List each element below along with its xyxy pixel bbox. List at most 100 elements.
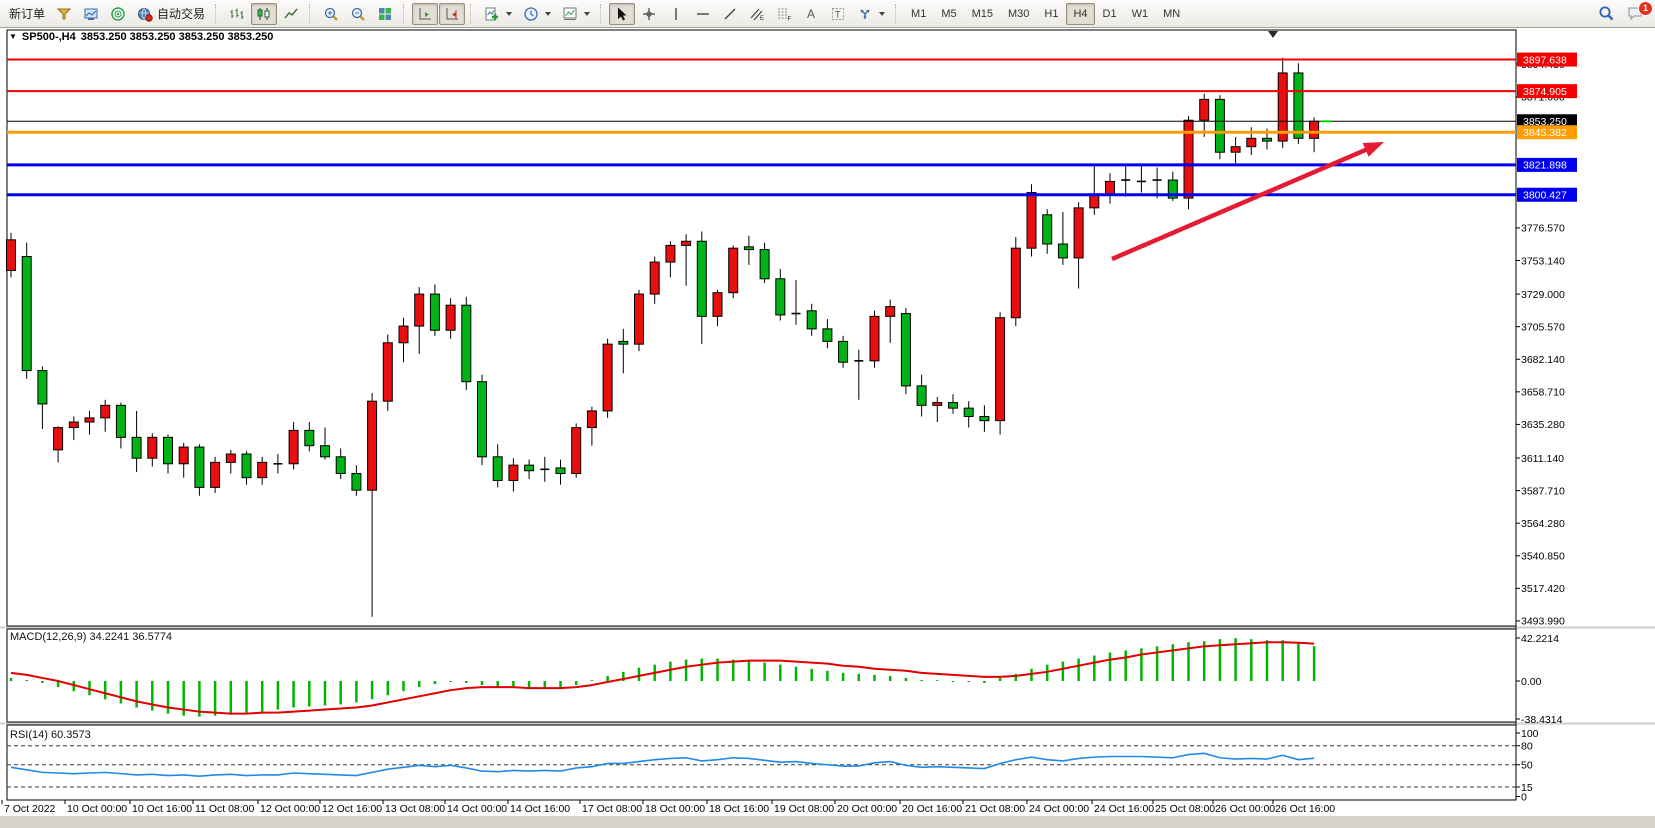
- macd-indicator-label: MACD(12,26,9) 34.2241 36.5774: [10, 631, 173, 643]
- trend-arrow-line[interactable]: [1111, 143, 1376, 262]
- candle-body: [900, 313, 911, 387]
- time-label: 17 Oct 08:00: [582, 803, 642, 815]
- line-chart-icon[interactable]: [278, 3, 304, 25]
- candle-body: [838, 340, 849, 363]
- candle-body: [995, 317, 1006, 422]
- svg-text:A: A: [807, 7, 815, 21]
- notifications-icon[interactable]: 1: [1621, 0, 1653, 25]
- macd-axis-label: 42.2214: [1521, 633, 1559, 645]
- add-indicator-button[interactable]: [479, 3, 517, 25]
- vertical-line-tool[interactable]: [663, 3, 689, 25]
- timeframe-d1[interactable]: D1: [1102, 7, 1117, 20]
- candle-body: [461, 304, 472, 383]
- toolbar-separator: [215, 3, 219, 24]
- timeframe-w1[interactable]: W1: [1131, 7, 1149, 20]
- timeframe-h1[interactable]: H1: [1044, 7, 1059, 20]
- funnel-icon[interactable]: [51, 3, 77, 25]
- fibonacci-tool[interactable]: F: [771, 3, 797, 25]
- candle-body: [194, 446, 205, 488]
- candle-body: [1042, 214, 1053, 245]
- candle-body: [115, 404, 126, 438]
- candle-body: [885, 306, 896, 317]
- candle-body: [524, 464, 535, 472]
- signals-icon[interactable]: [105, 3, 131, 25]
- candlestick-chart-icon[interactable]: [251, 2, 278, 25]
- timeframe-m5[interactable]: M5: [941, 7, 957, 20]
- tile-windows-icon[interactable]: [372, 3, 398, 25]
- candle-body: [948, 402, 958, 409]
- candle-body: [382, 342, 393, 402]
- arrows-tool[interactable]: [852, 3, 890, 25]
- candle-body: [681, 240, 692, 246]
- dropdown-caret: [879, 11, 886, 16]
- price-level-badge: [1517, 187, 1577, 202]
- price-tick-label: 3493.990: [1521, 616, 1565, 628]
- price-level-badge-label: 3874.905: [1523, 86, 1567, 98]
- pane-splitter[interactable]: [0, 722, 1655, 725]
- candle-body: [806, 310, 817, 330]
- macd-pane[interactable]: [6, 628, 1517, 723]
- toolbar-separator: [600, 3, 604, 24]
- chart-canvas[interactable]: 3894.4303871.0003776.5703753.1403729.000…: [0, 28, 1655, 828]
- dropdown-caret: [545, 11, 552, 16]
- horizontal-line-tool[interactable]: [690, 3, 716, 25]
- chart-window-icon[interactable]: [78, 3, 104, 25]
- candle-body: [367, 400, 378, 491]
- text-tool[interactable]: A: [798, 3, 824, 25]
- price-tick-label: 3517.420: [1521, 583, 1565, 595]
- pane-splitter[interactable]: [0, 626, 1655, 629]
- crosshair-tool[interactable]: [636, 3, 662, 25]
- svg-text:E: E: [760, 16, 764, 22]
- candle-body: [916, 385, 927, 406]
- timeframe-m30[interactable]: M30: [1008, 7, 1030, 20]
- candle-body: [320, 445, 330, 458]
- candle-body: [665, 244, 676, 263]
- candle-body: [822, 328, 833, 342]
- candle-body: [492, 456, 503, 481]
- timeframe-m1[interactable]: M1: [911, 7, 927, 20]
- chart-shift-icon[interactable]: [439, 2, 466, 25]
- price-level-badge-label: 3845.382: [1523, 127, 1567, 139]
- trendline-tool[interactable]: [717, 3, 743, 25]
- candle-body: [728, 247, 739, 294]
- new-order-button[interactable]: 新订单: [4, 3, 50, 25]
- chart-title-overlay[interactable]: ▼ SP500-,H4 3853.250 3853.250 3853.250 3…: [9, 31, 273, 43]
- price-level-badge: [1517, 125, 1577, 140]
- auto-scroll-icon[interactable]: [412, 2, 439, 25]
- chart-shift-marker[interactable]: [1268, 31, 1278, 38]
- candle-body: [37, 370, 48, 405]
- label-tool[interactable]: T: [825, 3, 851, 25]
- rsi-line: [10, 752, 1315, 777]
- timeframe-mn[interactable]: MN: [1163, 7, 1181, 20]
- period-clock-button[interactable]: [518, 3, 556, 25]
- template-button[interactable]: [557, 3, 595, 25]
- price-tick-label: 3753.140: [1521, 255, 1565, 267]
- zoom-in-icon[interactable]: [318, 3, 344, 25]
- candle-body: [178, 446, 189, 465]
- candle-body: [304, 429, 315, 447]
- price-tick-label: 3705.570: [1521, 321, 1565, 333]
- price-level-badge: [1517, 157, 1577, 172]
- collapse-ohlc-icon[interactable]: ▼: [9, 31, 17, 41]
- timeframe-m15[interactable]: M15: [971, 7, 993, 20]
- search-icon[interactable]: [1593, 3, 1620, 25]
- candle-body: [586, 410, 597, 429]
- rsi-pane[interactable]: [6, 724, 1517, 801]
- main-pane[interactable]: [6, 29, 1517, 627]
- time-label: 7 Oct 2022: [4, 803, 56, 815]
- rsi-axis-label: 80: [1521, 741, 1533, 753]
- macd-axis-label: 0.00: [1521, 676, 1542, 688]
- autotrade-button[interactable]: 自动交易: [132, 3, 210, 25]
- channel-tool[interactable]: E: [744, 3, 770, 25]
- zoom-out-icon[interactable]: [345, 3, 371, 25]
- candle-body: [257, 461, 268, 479]
- time-label: 26 Oct 00:00: [1215, 803, 1275, 815]
- rsi-indicator-label: RSI(14) 60.3573: [10, 729, 91, 741]
- time-label: 14 Oct 16:00: [510, 803, 570, 815]
- bar-chart-icon[interactable]: [224, 3, 250, 25]
- timeframe-h4[interactable]: H4: [1066, 2, 1095, 25]
- candle-body: [241, 453, 252, 479]
- cursor-tool[interactable]: [609, 2, 636, 25]
- candle-body: [68, 421, 79, 429]
